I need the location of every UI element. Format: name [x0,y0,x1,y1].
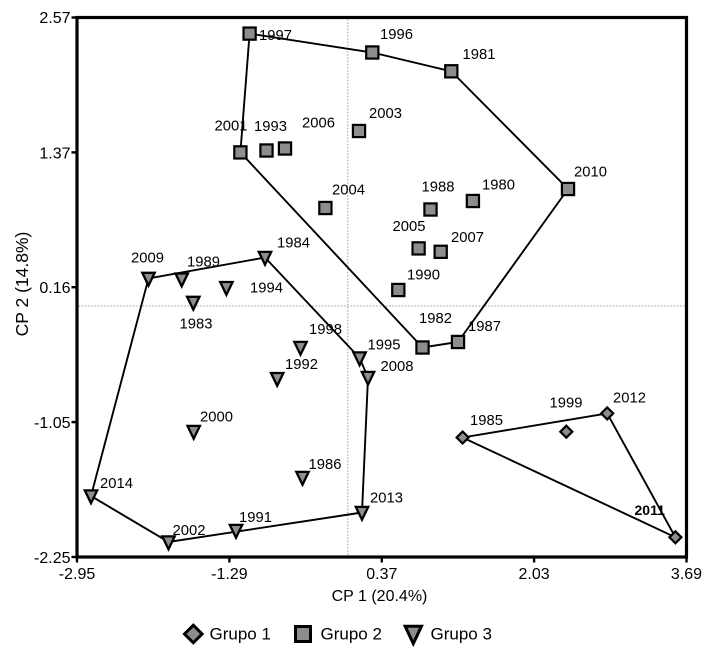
svg-text:-1.29: -1.29 [211,566,248,583]
svg-text:2006: 2006 [302,116,335,132]
svg-text:1997: 1997 [259,28,292,44]
svg-text:1992: 1992 [285,357,318,373]
svg-text:1988: 1988 [422,180,455,196]
svg-text:1983: 1983 [180,317,213,333]
svg-text:2003: 2003 [369,106,402,122]
svg-text:-2.95: -2.95 [59,566,96,583]
svg-text:1995: 1995 [368,338,401,354]
svg-text:Grupo 3: Grupo 3 [431,625,492,644]
svg-text:CP 2 (14.8%): CP 2 (14.8%) [12,232,32,337]
svg-text:1984: 1984 [277,236,310,252]
svg-text:1985: 1985 [470,413,503,429]
svg-text:2013: 2013 [370,491,403,507]
svg-text:2011: 2011 [635,502,666,518]
svg-text:1989: 1989 [187,255,220,271]
svg-text:Grupo 2: Grupo 2 [321,625,382,644]
svg-text:2004: 2004 [332,183,365,199]
svg-text:-1.05: -1.05 [34,415,71,432]
svg-text:1986: 1986 [309,457,342,473]
svg-text:2.57: 2.57 [39,10,70,27]
svg-text:0.37: 0.37 [366,566,397,583]
svg-text:2007: 2007 [451,230,484,246]
svg-text:3.69: 3.69 [671,566,702,583]
svg-text:CP 1 (20.4%): CP 1 (20.4%) [332,588,428,605]
svg-text:2014: 2014 [100,476,133,492]
svg-text:1996: 1996 [380,27,413,43]
svg-text:2005: 2005 [393,219,426,235]
svg-text:1998: 1998 [309,322,342,338]
svg-text:2012: 2012 [613,391,646,407]
svg-text:1991: 1991 [239,510,272,526]
svg-text:2008: 2008 [381,359,414,375]
svg-text:0.16: 0.16 [39,280,70,297]
svg-text:Grupo 1: Grupo 1 [210,625,271,644]
svg-text:2000: 2000 [200,410,233,426]
svg-text:2.03: 2.03 [519,566,550,583]
svg-text:1987: 1987 [468,319,501,335]
svg-text:1982: 1982 [419,311,452,327]
svg-text:2001: 2001 [215,119,248,135]
svg-text:2010: 2010 [574,165,607,181]
svg-text:1.37: 1.37 [39,145,70,162]
svg-text:1999: 1999 [550,396,583,412]
svg-text:1980: 1980 [482,178,515,194]
svg-text:2009: 2009 [131,251,164,267]
svg-text:1993: 1993 [254,119,287,135]
svg-text:2002: 2002 [173,523,206,539]
svg-text:1981: 1981 [463,47,496,63]
svg-text:1990: 1990 [407,268,440,284]
svg-text:-2.25: -2.25 [34,550,71,567]
svg-text:1994: 1994 [250,281,283,297]
